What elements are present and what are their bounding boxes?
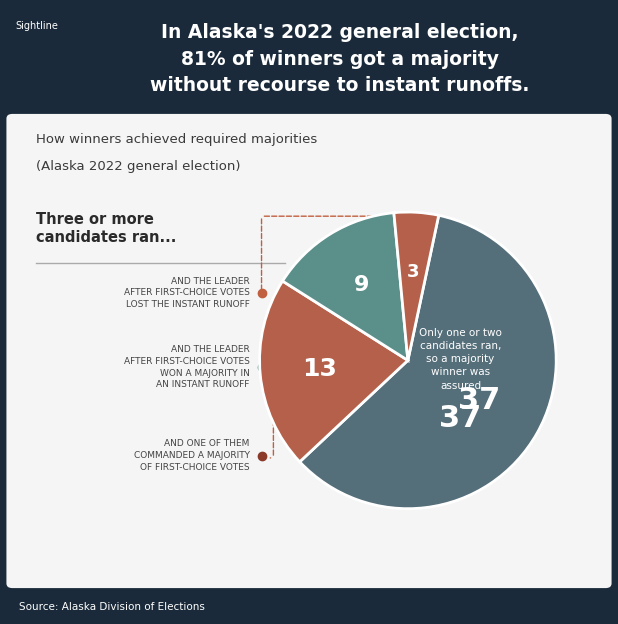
Text: 9: 9 [353,275,369,295]
Text: 3: 3 [407,263,419,281]
Text: 37: 37 [439,404,481,433]
Wedge shape [260,281,408,462]
Text: In Alaska's 2022 general election,
81% of winners got a majority
without recours: In Alaska's 2022 general election, 81% o… [150,23,530,95]
Text: 13: 13 [302,357,337,381]
Wedge shape [282,213,408,361]
Wedge shape [394,212,439,361]
Text: AND ONE OF THEM
COMMANDED A MAJORITY
OF FIRST-CHOICE VOTES: AND ONE OF THEM COMMANDED A MAJORITY OF … [133,439,250,472]
Text: Three or more
candidates ran...: Three or more candidates ran... [36,212,177,245]
Text: AND THE LEADER
AFTER FIRST-CHOICE VOTES
LOST THE INSTANT RUNOFF: AND THE LEADER AFTER FIRST-CHOICE VOTES … [124,276,250,309]
Text: Source: Alaska Division of Elections: Source: Alaska Division of Elections [19,602,205,612]
FancyBboxPatch shape [6,114,612,588]
Wedge shape [300,215,556,509]
Text: How winners achieved required majorities: How winners achieved required majorities [36,132,317,145]
Text: (Alaska 2022 general election): (Alaska 2022 general election) [36,160,240,173]
Text: AND THE LEADER
AFTER FIRST-CHOICE VOTES
WON A MAJORITY IN
AN INSTANT RUNOFF: AND THE LEADER AFTER FIRST-CHOICE VOTES … [124,345,250,389]
Text: Sightline: Sightline [15,21,59,31]
Text: 37: 37 [458,386,500,415]
Text: Only one or two
candidates ran,
so a majority
winner was
assured: Only one or two candidates ran, so a maj… [419,328,502,391]
